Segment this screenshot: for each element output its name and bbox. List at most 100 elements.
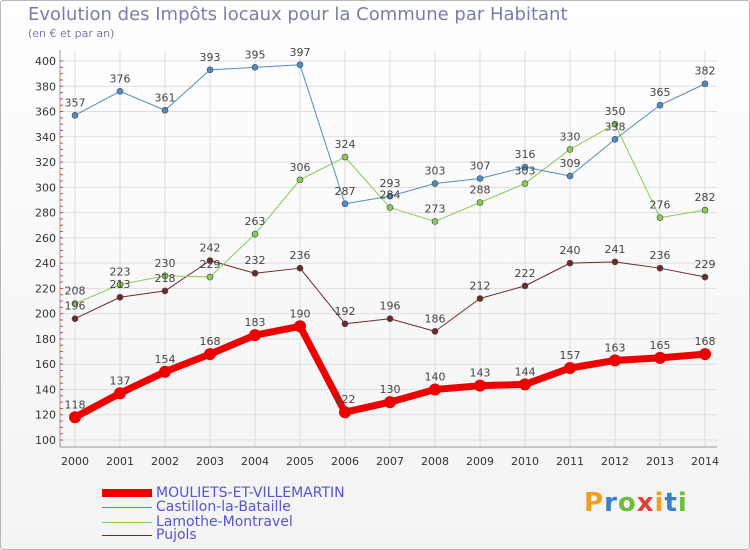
data-label: 154 xyxy=(155,353,176,366)
legend-label: Castillon-la-Bataille xyxy=(156,499,291,515)
data-point xyxy=(564,361,576,374)
y-tick-label: 320 xyxy=(35,156,56,169)
data-label: 223 xyxy=(110,266,131,279)
data-point xyxy=(161,272,169,280)
data-label: 350 xyxy=(605,105,626,118)
data-point xyxy=(699,348,711,361)
logo-letter: o xyxy=(617,488,637,518)
data-label: 192 xyxy=(335,305,356,318)
y-tick-label: 400 xyxy=(35,55,56,68)
data-point xyxy=(429,383,441,396)
data-point xyxy=(431,328,439,335)
data-point xyxy=(341,200,349,208)
data-point xyxy=(701,273,709,281)
data-label: 157 xyxy=(560,349,581,362)
data-label: 232 xyxy=(245,254,266,267)
data-point xyxy=(701,80,709,88)
logo-letter: i xyxy=(654,488,665,518)
y-tick-label: 240 xyxy=(35,257,56,270)
data-label: 196 xyxy=(65,300,86,313)
data-label: 263 xyxy=(245,215,266,228)
data-label: 306 xyxy=(290,161,311,174)
data-point xyxy=(206,257,214,264)
data-point xyxy=(341,153,349,161)
data-point xyxy=(116,88,124,95)
data-point xyxy=(251,230,259,238)
data-label: 324 xyxy=(335,138,356,151)
data-label: 140 xyxy=(425,370,446,383)
legend-swatch xyxy=(102,489,152,497)
data-point xyxy=(294,320,306,333)
x-tick-label: 2000 xyxy=(61,455,89,468)
data-label: 338 xyxy=(605,120,626,133)
data-point xyxy=(296,264,304,272)
x-tick-label: 2014 xyxy=(691,455,719,468)
data-point xyxy=(71,300,79,307)
data-point xyxy=(519,378,531,391)
data-label: 208 xyxy=(65,285,86,298)
data-label: 288 xyxy=(470,183,491,196)
data-point xyxy=(701,206,709,214)
data-point xyxy=(386,204,394,211)
data-label: 330 xyxy=(560,130,581,143)
data-label: 276 xyxy=(650,199,671,212)
data-label: 376 xyxy=(110,72,131,85)
data-point xyxy=(296,176,304,184)
data-point xyxy=(341,320,349,328)
data-label: 236 xyxy=(290,249,311,262)
legend-swatch xyxy=(102,506,152,508)
data-label: 118 xyxy=(65,398,86,411)
data-label: 212 xyxy=(470,280,491,293)
data-point xyxy=(521,163,529,171)
data-label: 143 xyxy=(470,367,491,380)
legend-label: Pujols xyxy=(156,527,197,543)
data-point xyxy=(566,172,574,180)
data-label: 196 xyxy=(380,300,401,313)
data-label: 163 xyxy=(605,341,626,354)
data-label: 218 xyxy=(155,272,176,285)
x-tick-label: 2013 xyxy=(646,455,674,468)
data-label: 287 xyxy=(335,185,356,198)
data-point xyxy=(656,101,664,109)
logo-letter: x xyxy=(636,488,655,518)
data-point xyxy=(611,136,619,143)
x-tick-label: 2008 xyxy=(421,455,449,468)
data-label: 229 xyxy=(695,258,716,271)
data-label: 230 xyxy=(155,257,176,270)
data-point xyxy=(116,293,124,301)
x-tick-label: 2006 xyxy=(331,455,359,468)
y-tick-label: 200 xyxy=(35,308,56,321)
legend-label: Lamothe-Montravel xyxy=(156,514,293,530)
data-point xyxy=(384,396,396,409)
data-label: 309 xyxy=(560,157,581,170)
data-label: 137 xyxy=(110,374,131,387)
x-tick-label: 2003 xyxy=(196,455,224,468)
data-point xyxy=(249,329,261,342)
data-label: 316 xyxy=(515,148,536,161)
proxiti-logo: Proxiti xyxy=(584,488,688,518)
data-point xyxy=(71,112,79,119)
data-point xyxy=(476,175,484,182)
data-label: 357 xyxy=(65,96,86,109)
data-point xyxy=(476,295,484,302)
data-label: 393 xyxy=(200,51,221,64)
data-point xyxy=(566,146,574,153)
data-point xyxy=(566,259,574,267)
data-point xyxy=(656,214,664,221)
data-label: 229 xyxy=(200,258,221,271)
chart-subtitle: (en € et par an) xyxy=(28,27,115,40)
data-label: 168 xyxy=(200,335,221,348)
data-point xyxy=(71,315,79,323)
y-tick-label: 220 xyxy=(35,282,56,295)
y-tick-label: 260 xyxy=(35,232,56,245)
data-label: 361 xyxy=(155,91,176,104)
x-tick-label: 2004 xyxy=(241,455,269,468)
data-label: 365 xyxy=(650,86,671,99)
data-point xyxy=(656,264,664,272)
data-label: 241 xyxy=(605,243,626,256)
x-tick-label: 2012 xyxy=(601,455,629,468)
data-label: 307 xyxy=(470,159,491,172)
data-label: 130 xyxy=(380,383,401,396)
data-label: 122 xyxy=(335,393,356,406)
